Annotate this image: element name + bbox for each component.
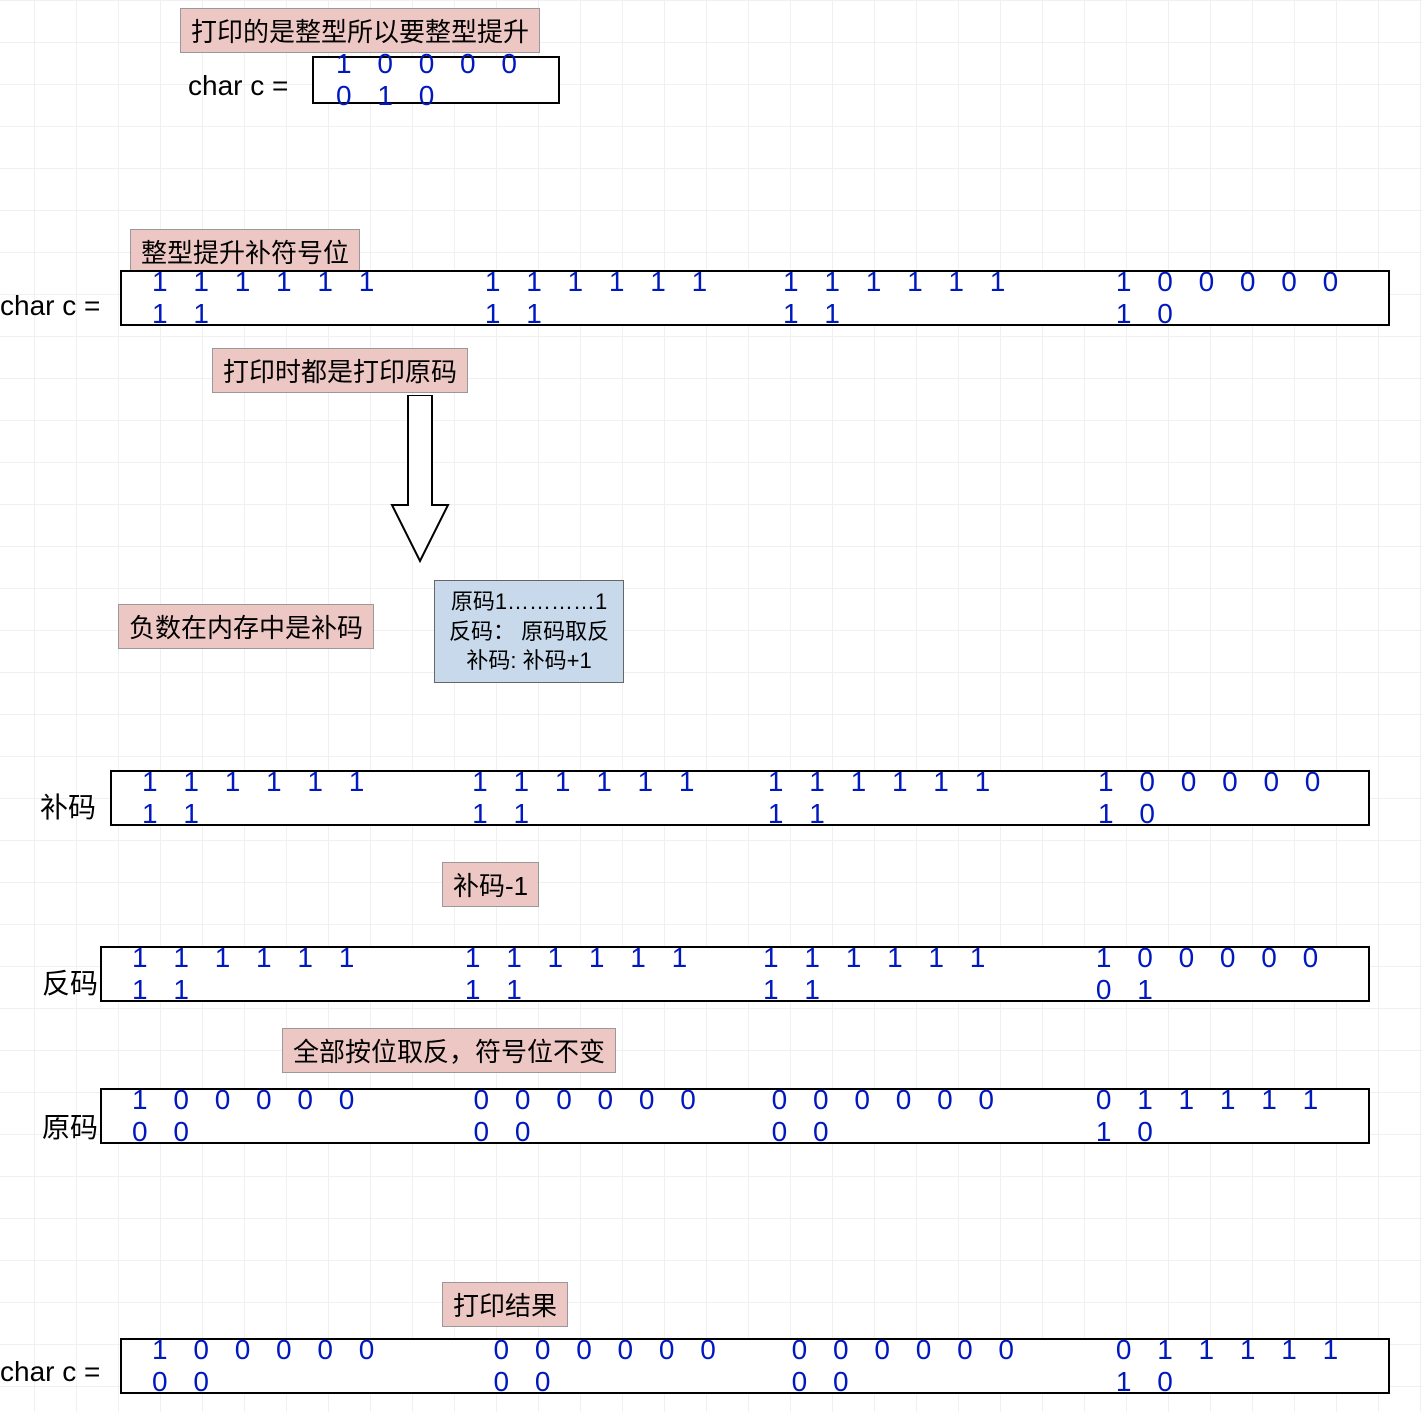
bit-row-3: 1 1 1 1 1 1 1 1 1 1 1 1 1 1 1 1 1 1 1 1 … [110, 770, 1370, 826]
down-arrow-icon [390, 395, 450, 568]
buma-minus-1-label: 补码-1 [442, 862, 539, 907]
code-info-box: 原码1…………1 反码： 原码取反 补码: 补码+1 [434, 580, 624, 683]
char-c-label-1: char c = [188, 70, 288, 102]
r3-b4: 1 0 0 0 0 0 1 0 [1098, 766, 1368, 830]
print-result-label: 打印结果 [442, 1282, 568, 1327]
bit-row-6: 1 0 0 0 0 0 0 0 0 0 0 0 0 0 0 0 0 0 0 0 … [120, 1338, 1390, 1394]
r3-b2: 1 1 1 1 1 1 1 1 [472, 766, 742, 830]
r4-b1: 1 1 1 1 1 1 1 1 [132, 942, 404, 1006]
r5-b4: 0 1 1 1 1 1 1 0 [1096, 1084, 1368, 1148]
r2-b4: 1 0 0 0 0 0 1 0 [1116, 266, 1388, 330]
byte-box-1: 1 0 0 0 0 0 1 0 [312, 56, 560, 104]
r2-b1: 1 1 1 1 1 1 1 1 [152, 266, 424, 330]
bit-row-5: 1 0 0 0 0 0 0 0 0 0 0 0 0 0 0 0 0 0 0 0 … [100, 1088, 1370, 1144]
char-c-label-2: char c = [0, 290, 100, 322]
fanma-label: 反码 [42, 962, 98, 1002]
r4-b4: 1 0 0 0 0 0 0 1 [1096, 942, 1368, 1006]
r4-b2: 1 1 1 1 1 1 1 1 [465, 942, 737, 1006]
invert-all-label: 全部按位取反，符号位不变 [282, 1028, 616, 1073]
r3-b3: 1 1 1 1 1 1 1 1 [768, 766, 1038, 830]
r5-b1: 1 0 0 0 0 0 0 0 [132, 1084, 404, 1148]
blue-line-1: 原码1…………1 [449, 587, 609, 617]
yuanma-label: 原码 [42, 1106, 98, 1146]
r6-b3: 0 0 0 0 0 0 0 0 [792, 1334, 1064, 1398]
bit-row-4: 1 1 1 1 1 1 1 1 1 1 1 1 1 1 1 1 1 1 1 1 … [100, 946, 1370, 1002]
print-original-label: 打印时都是打印原码 [212, 348, 468, 393]
r5-b3: 0 0 0 0 0 0 0 0 [772, 1084, 1044, 1148]
title-label: 打印的是整型所以要整型提升 [180, 8, 540, 53]
r6-b4: 0 1 1 1 1 1 1 0 [1116, 1334, 1388, 1398]
buma-label: 补码 [40, 786, 96, 826]
char-c-label-3: char c = [0, 1356, 100, 1388]
r3-b1: 1 1 1 1 1 1 1 1 [142, 766, 412, 830]
byte-1-bits: 1 0 0 0 0 0 1 0 [336, 48, 558, 112]
r2-b3: 1 1 1 1 1 1 1 1 [783, 266, 1055, 330]
r4-b3: 1 1 1 1 1 1 1 1 [763, 942, 1035, 1006]
r2-b2: 1 1 1 1 1 1 1 1 [485, 266, 757, 330]
blue-line-2: 反码： 原码取反 [449, 617, 609, 647]
blue-line-3: 补码: 补码+1 [449, 646, 609, 676]
r6-b1: 1 0 0 0 0 0 0 0 [152, 1334, 424, 1398]
r6-b2: 0 0 0 0 0 0 0 0 [494, 1334, 766, 1398]
bit-row-2: 1 1 1 1 1 1 1 1 1 1 1 1 1 1 1 1 1 1 1 1 … [120, 270, 1390, 326]
neg-memory-label: 负数在内存中是补码 [118, 604, 374, 649]
r5-b2: 0 0 0 0 0 0 0 0 [474, 1084, 746, 1148]
